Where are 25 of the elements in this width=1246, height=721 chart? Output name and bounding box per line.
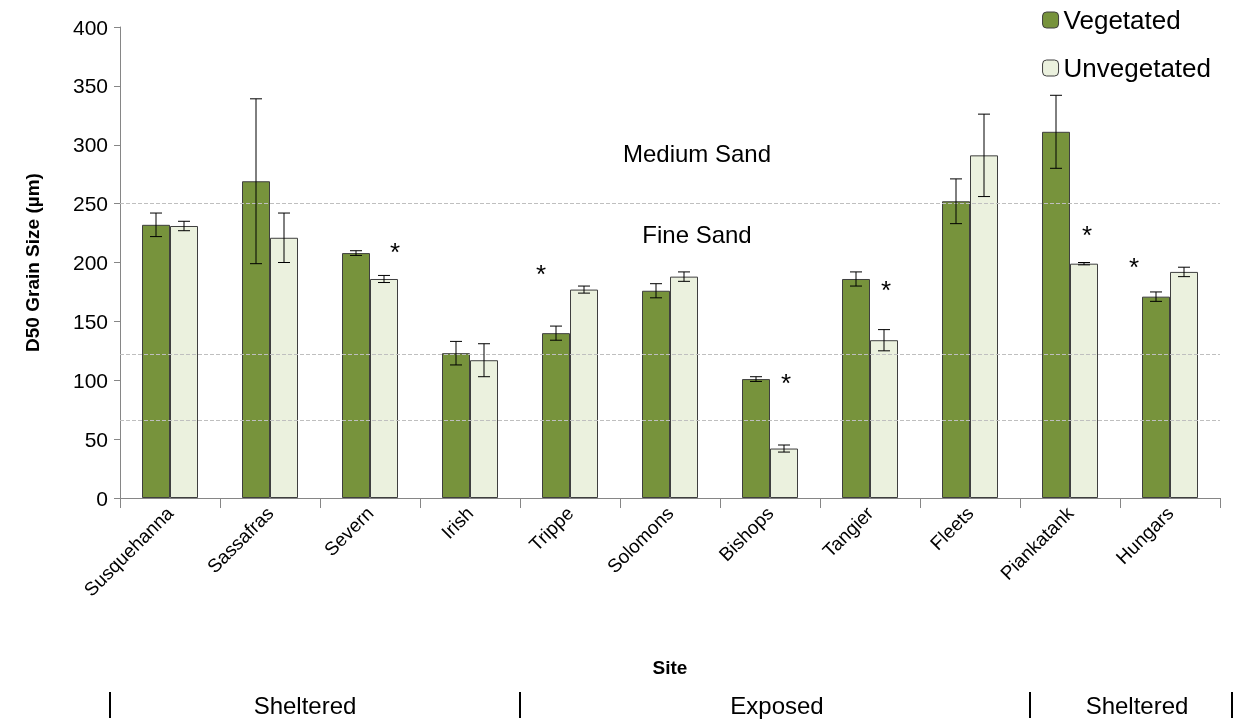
y-tick-label: 0: [96, 486, 108, 510]
y-tick-label: 200: [72, 251, 108, 274]
annotation: *: [389, 237, 401, 267]
annotation: *: [535, 259, 547, 289]
text: Sheltered: [1085, 691, 1189, 719]
text: Exposed: [730, 691, 824, 719]
y-tick-label: 350: [72, 74, 108, 98]
annotation: *: [880, 275, 892, 305]
y-axis-title: D50 Grain Size (µm): [22, 173, 43, 352]
y-tick-label: 250: [72, 192, 108, 216]
legend-label: Vegetated: [1063, 5, 1181, 35]
text: Sheltered: [253, 691, 357, 719]
x-axis-title: Site: [652, 657, 688, 678]
annotation: *: [1128, 252, 1140, 282]
legend-label: Unvegetated: [1063, 53, 1212, 83]
y-tick-label: 300: [72, 133, 108, 157]
y-tick-label: 50: [84, 427, 108, 451]
x-tick-label: Irish: [437, 502, 478, 543]
y-tick-label: 400: [72, 15, 108, 39]
annotation: Medium Sand: [622, 139, 772, 167]
y-tick-label: 150: [72, 309, 108, 333]
annotation: Fine Sand: [642, 220, 752, 248]
annotation: *: [780, 368, 792, 398]
annotation: *: [1081, 220, 1093, 250]
y-tick-label: 100: [72, 368, 108, 392]
